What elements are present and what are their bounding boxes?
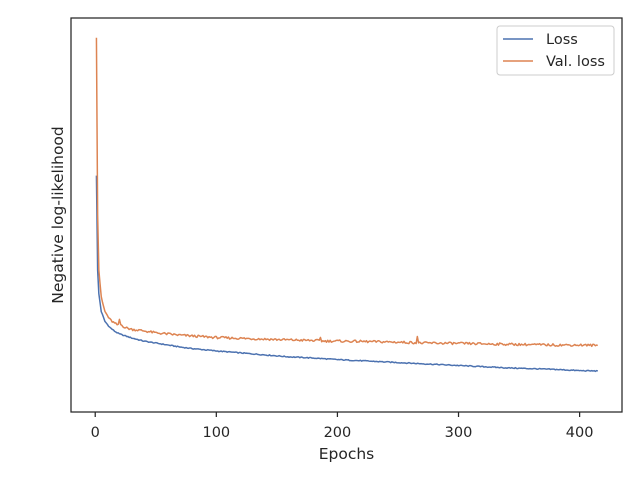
legend-label: Val. loss [546, 54, 605, 70]
x-tick-label: 0 [91, 425, 100, 441]
legend-label: Loss [546, 32, 578, 48]
x-tick-label: 200 [324, 425, 352, 441]
x-tick-label: 100 [202, 425, 230, 441]
y-axis-label: Negative log-likelihood [49, 126, 67, 304]
series-line-loss [95, 175, 599, 373]
x-tick-label: 300 [445, 425, 473, 441]
x-tick-label: 400 [566, 425, 594, 441]
plot-frame [70, 17, 623, 413]
series-line-val-loss [95, 37, 598, 348]
x-axis-label: Epochs [319, 445, 375, 463]
